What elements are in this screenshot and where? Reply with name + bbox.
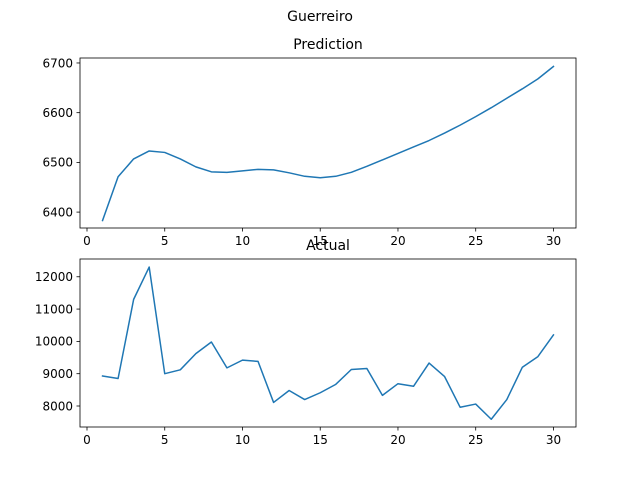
prediction-x-tick-label: 0 bbox=[83, 234, 91, 248]
actual-x-tick-label: 0 bbox=[83, 433, 91, 447]
prediction-series-line bbox=[101, 65, 555, 222]
actual-title: Actual bbox=[306, 238, 350, 254]
actual-y-tick-label: 9000 bbox=[42, 367, 73, 381]
actual-x-tick-label: 20 bbox=[390, 433, 405, 447]
prediction-x-tick-label: 20 bbox=[390, 234, 405, 248]
prediction-x-tick-label: 25 bbox=[468, 234, 483, 248]
prediction-title: Prediction bbox=[293, 37, 363, 53]
prediction-y-tick-label: 6700 bbox=[42, 56, 73, 70]
prediction-x-tick-label: 15 bbox=[313, 234, 328, 248]
actual-y-tick-label: 12000 bbox=[35, 270, 73, 284]
actual-x-tick-label: 25 bbox=[468, 433, 483, 447]
actual-y-tick-label: 11000 bbox=[35, 302, 73, 316]
prediction-subplot: Prediction 0 5 10 15 20 25 30 6400 6500 6600 6700 bbox=[42, 37, 577, 248]
prediction-y-tick-label: 6500 bbox=[42, 156, 73, 170]
actual-x-tick-label: 10 bbox=[235, 433, 250, 447]
prediction-y-tick-label: 6600 bbox=[42, 106, 73, 120]
figure-suptitle: Guerreiro bbox=[287, 9, 353, 25]
prediction-x-tick-label: 10 bbox=[235, 234, 250, 248]
actual-x-tick-label: 5 bbox=[161, 433, 169, 447]
prediction-y-tick-label: 6400 bbox=[42, 205, 73, 219]
actual-axes-frame bbox=[79, 258, 577, 428]
prediction-x-tick-label: 30 bbox=[546, 234, 561, 248]
actual-x-tick-label: 30 bbox=[546, 433, 561, 447]
actual-y-tick-label: 8000 bbox=[42, 399, 73, 413]
actual-y-tick-label: 10000 bbox=[35, 335, 73, 349]
prediction-x-tick-label: 5 bbox=[161, 234, 169, 248]
actual-subplot: Actual 0 5 10 15 20 25 30 8000 9000 10000 11000 1200… bbox=[35, 238, 577, 447]
actual-x-tick-label: 15 bbox=[313, 433, 328, 447]
prediction-axes-frame bbox=[79, 57, 577, 229]
actual-series-line bbox=[101, 266, 555, 420]
